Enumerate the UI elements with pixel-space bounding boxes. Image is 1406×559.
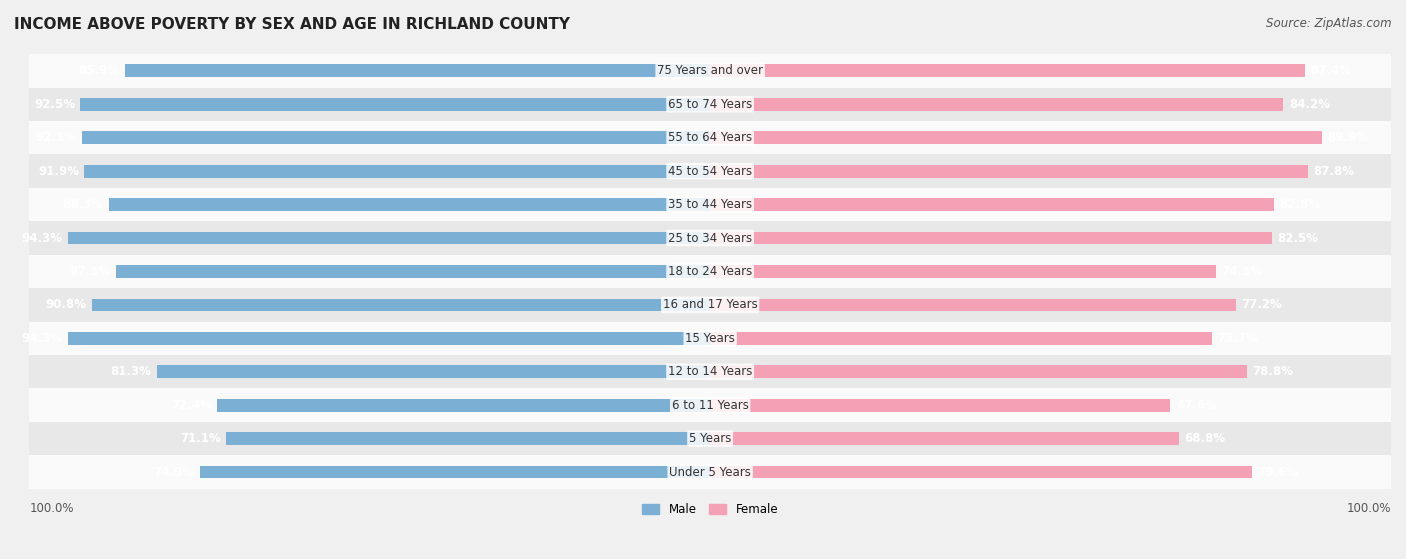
Text: 35 to 44 Years: 35 to 44 Years	[668, 198, 752, 211]
Text: 87.3%: 87.3%	[69, 265, 110, 278]
Text: 88.3%: 88.3%	[62, 198, 104, 211]
Text: 78.8%: 78.8%	[1253, 365, 1294, 378]
Bar	[710, 165, 1308, 178]
Text: 79.6%: 79.6%	[1257, 466, 1299, 479]
Bar	[156, 366, 710, 378]
Bar	[30, 321, 1391, 355]
Bar	[30, 88, 1391, 121]
Text: 82.8%: 82.8%	[1279, 198, 1320, 211]
Text: 89.9%: 89.9%	[1327, 131, 1369, 144]
Bar	[30, 121, 1391, 154]
Bar	[30, 54, 1391, 88]
Text: 87.8%: 87.8%	[1313, 165, 1354, 178]
Bar	[200, 466, 710, 479]
Text: Under 5 Years: Under 5 Years	[669, 466, 751, 479]
Bar	[30, 288, 1391, 321]
Bar	[30, 456, 1391, 489]
Text: 25 to 34 Years: 25 to 34 Years	[668, 231, 752, 244]
Legend: Male, Female: Male, Female	[636, 497, 785, 522]
Text: 91.9%: 91.9%	[38, 165, 79, 178]
Bar	[30, 355, 1391, 389]
Text: 67.6%: 67.6%	[1175, 399, 1216, 412]
Text: 94.3%: 94.3%	[21, 332, 63, 345]
Text: INCOME ABOVE POVERTY BY SEX AND AGE IN RICHLAND COUNTY: INCOME ABOVE POVERTY BY SEX AND AGE IN R…	[14, 17, 569, 32]
Text: 84.2%: 84.2%	[1289, 98, 1330, 111]
Text: 100.0%: 100.0%	[30, 502, 73, 515]
Text: 74.9%: 74.9%	[153, 466, 195, 479]
Text: 72.4%: 72.4%	[172, 399, 212, 412]
Bar	[217, 399, 710, 411]
Text: Source: ZipAtlas.com: Source: ZipAtlas.com	[1267, 17, 1392, 30]
Bar	[67, 332, 710, 345]
Bar	[82, 131, 710, 144]
Bar	[710, 366, 1247, 378]
Text: 81.3%: 81.3%	[110, 365, 152, 378]
Bar	[710, 131, 1322, 144]
Bar	[115, 265, 710, 278]
Text: 85.9%: 85.9%	[79, 64, 120, 77]
Bar	[30, 154, 1391, 188]
Text: 45 to 54 Years: 45 to 54 Years	[668, 165, 752, 178]
Bar	[67, 231, 710, 244]
Bar	[710, 231, 1272, 244]
Text: 55 to 64 Years: 55 to 64 Years	[668, 131, 752, 144]
Bar	[30, 221, 1391, 255]
Text: 73.7%: 73.7%	[1218, 332, 1258, 345]
Bar	[84, 165, 710, 178]
Bar	[710, 466, 1253, 479]
Text: 5 Years: 5 Years	[689, 432, 731, 445]
Bar	[30, 389, 1391, 422]
Bar	[710, 64, 1305, 77]
Text: 87.4%: 87.4%	[1310, 64, 1351, 77]
Bar	[125, 64, 710, 77]
Text: 65 to 74 Years: 65 to 74 Years	[668, 98, 752, 111]
Text: 75 Years and over: 75 Years and over	[657, 64, 763, 77]
Bar	[710, 332, 1212, 345]
Text: 90.8%: 90.8%	[45, 299, 87, 311]
Text: 71.1%: 71.1%	[180, 432, 221, 445]
Text: 77.2%: 77.2%	[1241, 299, 1282, 311]
Bar	[91, 299, 710, 311]
Text: 94.3%: 94.3%	[21, 231, 63, 244]
Text: 18 to 24 Years: 18 to 24 Years	[668, 265, 752, 278]
Text: 16 and 17 Years: 16 and 17 Years	[662, 299, 758, 311]
Text: 68.8%: 68.8%	[1184, 432, 1225, 445]
Bar	[710, 399, 1170, 411]
Text: 92.5%: 92.5%	[34, 98, 75, 111]
Bar	[226, 432, 710, 445]
Text: 92.3%: 92.3%	[35, 131, 76, 144]
Bar	[30, 188, 1391, 221]
Text: 74.3%: 74.3%	[1222, 265, 1263, 278]
Bar	[710, 265, 1216, 278]
Bar	[108, 198, 710, 211]
Bar	[80, 98, 710, 111]
Bar	[710, 98, 1284, 111]
Text: 100.0%: 100.0%	[1347, 502, 1391, 515]
Text: 82.5%: 82.5%	[1277, 231, 1319, 244]
Bar	[710, 299, 1236, 311]
Bar	[710, 432, 1178, 445]
Text: 12 to 14 Years: 12 to 14 Years	[668, 365, 752, 378]
Bar	[30, 422, 1391, 456]
Bar	[710, 198, 1274, 211]
Bar	[30, 255, 1391, 288]
Text: 15 Years: 15 Years	[685, 332, 735, 345]
Text: 6 to 11 Years: 6 to 11 Years	[672, 399, 748, 412]
